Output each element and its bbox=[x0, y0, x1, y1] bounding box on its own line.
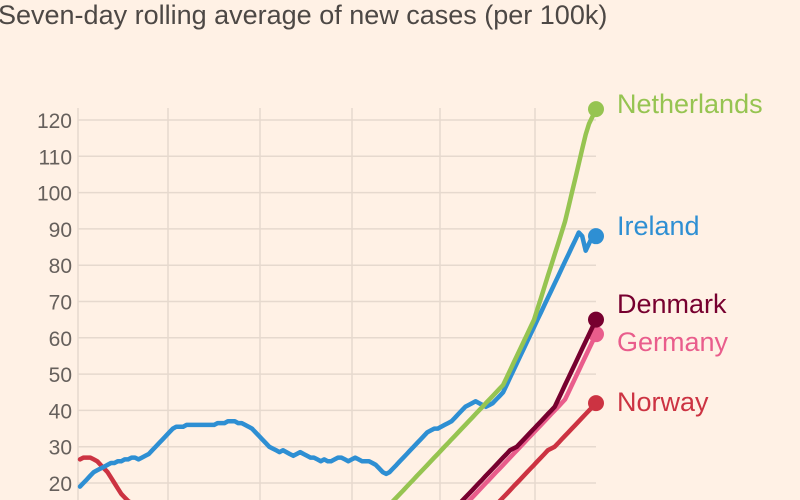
plot-area bbox=[77, 101, 604, 500]
y-tick-label-90: 90 bbox=[49, 219, 72, 242]
series-line-netherlands bbox=[390, 106, 599, 500]
y-tick-label-120: 120 bbox=[37, 110, 72, 133]
y-tick-label-30: 30 bbox=[49, 437, 72, 460]
y-tick-label-20: 20 bbox=[49, 473, 72, 496]
series-label-ireland: Ireland bbox=[617, 211, 700, 241]
series-end-marker-norway bbox=[588, 395, 604, 412]
gridlines bbox=[77, 108, 596, 500]
series-labels: Netherlands Ireland Denmark Germany Norway bbox=[617, 89, 763, 417]
series-label-norway: Norway bbox=[617, 387, 709, 417]
series-end-marker-netherlands bbox=[588, 101, 604, 118]
y-tick-label-50: 50 bbox=[49, 364, 72, 387]
y-tick-label-70: 70 bbox=[49, 292, 72, 315]
series-label-germany: Germany bbox=[617, 327, 729, 357]
series-line-denmark bbox=[459, 317, 599, 500]
series-line-norway bbox=[77, 400, 599, 500]
y-tick-label-40: 40 bbox=[49, 400, 72, 423]
series-end-marker-denmark bbox=[588, 311, 604, 328]
series-label-denmark: Denmark bbox=[617, 289, 727, 319]
series-line-germany bbox=[466, 331, 599, 500]
y-axis: 20 30 40 50 60 70 80 90 100 110 120 bbox=[37, 110, 72, 496]
y-tick-label-100: 100 bbox=[37, 183, 72, 206]
series-end-marker-ireland bbox=[588, 228, 604, 245]
y-tick-label-60: 60 bbox=[49, 328, 72, 351]
y-tick-label-110: 110 bbox=[39, 146, 72, 169]
chart-title: Seven-day rolling average of new cases (… bbox=[0, 0, 607, 30]
y-tick-label-80: 80 bbox=[49, 255, 72, 278]
series-label-netherlands: Netherlands bbox=[617, 89, 763, 119]
series-line-ireland bbox=[77, 230, 599, 489]
